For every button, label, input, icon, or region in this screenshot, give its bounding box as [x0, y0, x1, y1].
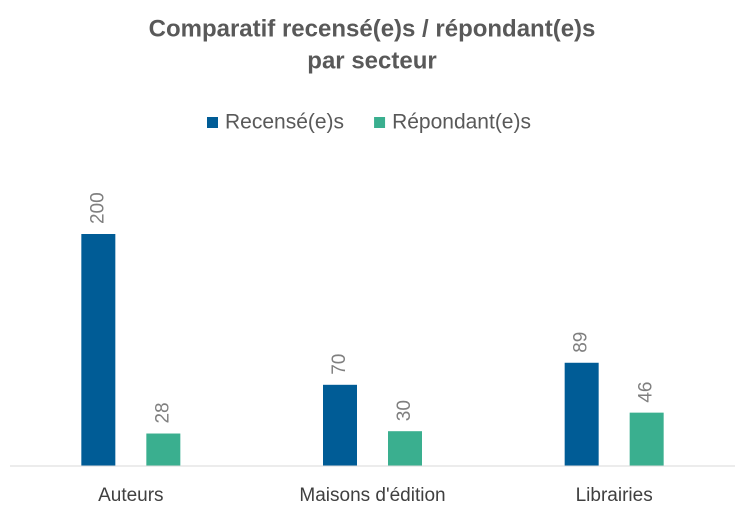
bar — [629, 412, 664, 466]
bar — [388, 431, 422, 466]
bar — [564, 362, 599, 466]
data-label: 89 — [571, 332, 592, 353]
bar — [81, 234, 116, 466]
x-tick-label: Librairies — [576, 485, 653, 506]
data-label: 30 — [394, 400, 415, 421]
legend-swatch — [374, 117, 386, 128]
data-label: 70 — [329, 354, 350, 375]
data-label: 46 — [636, 381, 657, 402]
legend-swatch — [207, 117, 218, 128]
chart-title: Comparatif recensé(e)s / répondant(e)s — [149, 15, 596, 42]
bar — [146, 433, 181, 466]
legend-label: Répondant(e)s — [392, 111, 531, 134]
data-label: 28 — [152, 402, 173, 423]
x-tick-label: Maisons d'édition — [299, 485, 445, 506]
data-label: 200 — [87, 192, 108, 224]
chart-title: par secteur — [307, 47, 436, 74]
x-tick-label: Auteurs — [98, 485, 163, 506]
legend-label: Recensé(e)s — [225, 111, 344, 134]
bar — [323, 384, 357, 466]
